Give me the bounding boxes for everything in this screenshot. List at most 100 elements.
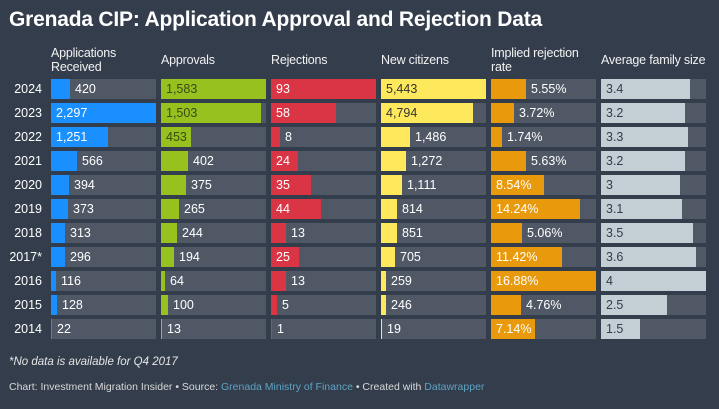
bar-track: 64	[161, 271, 266, 291]
data-label: 194	[179, 250, 200, 264]
data-label: 1.5	[606, 322, 624, 336]
bar-rejection-rate	[491, 223, 522, 243]
bar-new-citizens	[381, 103, 473, 123]
column-header-rejection-rate: Implied rejection rate	[491, 46, 579, 74]
bar-track: 265	[161, 199, 266, 219]
bar-track: 44	[271, 199, 376, 219]
data-label: 1,583	[166, 82, 198, 96]
bar-approvals	[161, 271, 165, 291]
row-label: 2021	[14, 154, 42, 168]
datawrapper-link[interactable]: Datawrapper	[424, 381, 485, 393]
footnote: *No data is available for Q4 2017	[9, 356, 178, 368]
data-label: 11.42%	[496, 250, 538, 264]
row-label: 2018	[14, 226, 42, 240]
bar-approvals	[161, 295, 168, 315]
bar-track: 1.5	[601, 319, 706, 339]
bar-track: 375	[161, 175, 266, 195]
data-label: 1,272	[411, 154, 443, 168]
data-label: 13	[291, 274, 305, 288]
source-link[interactable]: Grenada Ministry of Finance	[221, 381, 353, 393]
bar-family-size	[601, 247, 696, 267]
bar-track: 3.72%	[491, 103, 596, 123]
column-header-applications: Applications Received	[51, 46, 117, 74]
column-header-new-citizens: New citizens	[381, 53, 449, 67]
bar-applications	[51, 271, 56, 291]
data-label: 58	[276, 106, 290, 120]
data-label: 851	[402, 226, 423, 240]
bar-track: 851	[381, 223, 486, 243]
data-label: 35	[276, 178, 290, 192]
data-label: 3.5	[606, 226, 624, 240]
data-label: 4,794	[386, 106, 418, 120]
row-label: 2019	[14, 202, 42, 216]
bar-track: 5.06%	[491, 223, 596, 243]
data-label: 3.6	[606, 250, 624, 264]
bar-track: 13	[271, 223, 376, 243]
data-label: 44	[276, 202, 290, 216]
bar-track: 24	[271, 151, 376, 171]
bar-track: 373	[51, 199, 156, 219]
bar-track: 4.76%	[491, 295, 596, 315]
bar-applications	[51, 175, 69, 195]
data-label: 1,111	[407, 178, 437, 192]
bar-track: 3.3	[601, 127, 706, 147]
data-label: 3.2	[606, 154, 624, 168]
bar-track: 5	[271, 295, 376, 315]
bar-track: 3.4	[601, 79, 706, 99]
data-label: 100	[173, 298, 194, 312]
bar-track: 3.1	[601, 199, 706, 219]
chart-footer: Chart: Investment Migration Insider • So…	[9, 381, 484, 393]
bar-rejections	[271, 223, 286, 243]
data-label: 93	[276, 82, 290, 96]
data-label: 2.5	[606, 298, 624, 312]
bar-rejection-rate	[491, 271, 596, 291]
bar-family-size	[601, 295, 667, 315]
data-label: 259	[391, 274, 412, 288]
data-label: 453	[166, 130, 187, 144]
data-label: 246	[391, 298, 412, 312]
bar-track: 402	[161, 151, 266, 171]
bar-new-citizens	[381, 223, 397, 243]
bar-applications	[51, 319, 52, 339]
bar-rejection-rate	[491, 319, 535, 339]
data-label: 814	[402, 202, 423, 216]
bar-applications	[51, 247, 65, 267]
bar-rejections	[271, 199, 321, 219]
bar-track: 194	[161, 247, 266, 267]
bar-rejection-rate	[491, 127, 502, 147]
bar-approvals	[161, 103, 261, 123]
bar-rejections	[271, 127, 280, 147]
data-label: 13	[167, 322, 181, 336]
bar-track: 5.55%	[491, 79, 596, 99]
bar-track: 13	[161, 319, 266, 339]
data-label: 22	[57, 322, 71, 336]
bar-track: 116	[51, 271, 156, 291]
bar-family-size	[601, 175, 680, 195]
data-label: 5.06%	[527, 226, 563, 240]
bar-new-citizens	[381, 247, 395, 267]
bar-applications	[51, 151, 77, 171]
bar-new-citizens	[381, 199, 397, 219]
bar-track: 246	[381, 295, 486, 315]
bar-new-citizens	[381, 271, 386, 291]
data-label: 3.72%	[519, 106, 555, 120]
data-label: 1,251	[56, 130, 88, 144]
row-label: 2017*	[9, 250, 42, 264]
bar-rejections	[271, 151, 298, 171]
row-label: 2022	[14, 130, 42, 144]
bar-track: 313	[51, 223, 156, 243]
bar-applications	[51, 295, 57, 315]
bar-track: 4,794	[381, 103, 486, 123]
bar-new-citizens	[381, 127, 410, 147]
bar-track: 244	[161, 223, 266, 243]
bar-track: 1	[271, 319, 376, 339]
bar-track: 8.54%	[491, 175, 596, 195]
bar-track: 1,111	[381, 175, 486, 195]
data-label: 3.3	[606, 130, 624, 144]
data-label: 24	[276, 154, 290, 168]
bar-track: 3.5	[601, 223, 706, 243]
bar-track: 394	[51, 175, 156, 195]
bar-track: 1.74%	[491, 127, 596, 147]
row-label: 2023	[14, 106, 42, 120]
data-label: 8	[285, 130, 292, 144]
